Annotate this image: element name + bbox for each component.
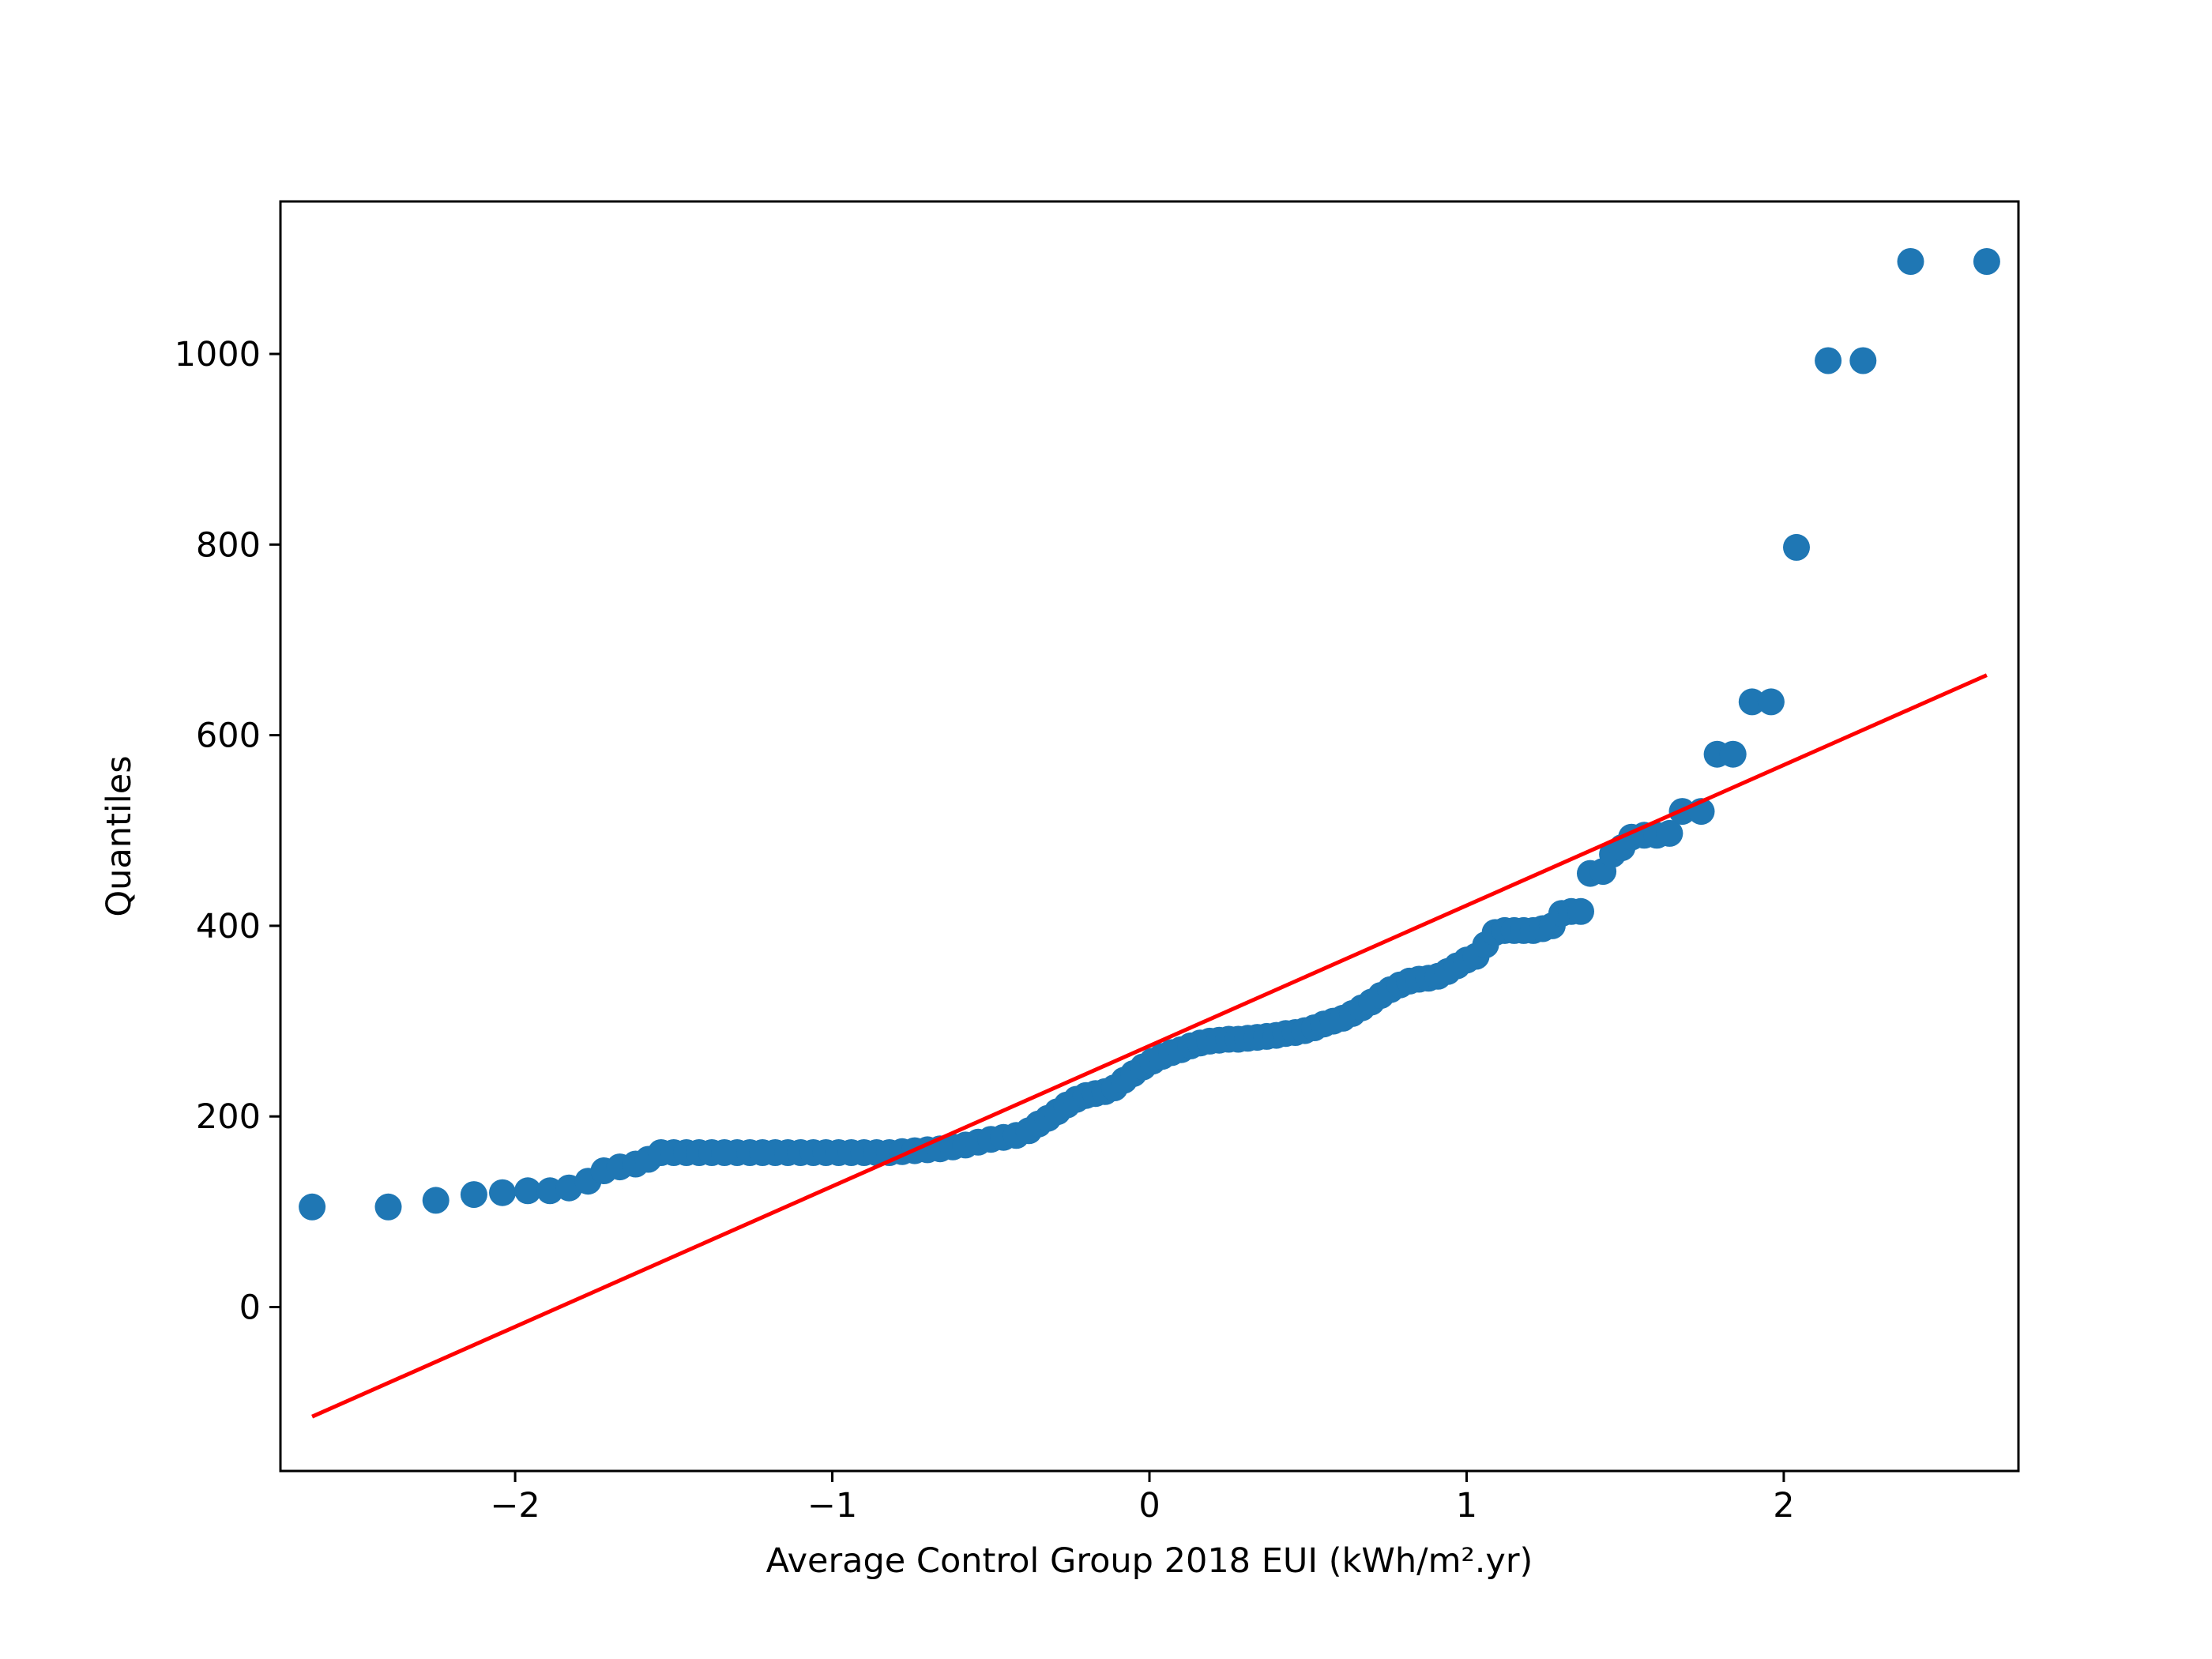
quantile-point [1973, 248, 2000, 275]
quantile-point [1738, 688, 1766, 716]
quantile-point [1656, 819, 1683, 847]
reference-line [311, 673, 1988, 1419]
y-tick-label: 1000 [175, 335, 261, 374]
x-tick-label: 0 [1138, 1486, 1160, 1525]
quantile-point [1567, 897, 1594, 925]
quantile-point [1815, 347, 1842, 374]
x-axis-label: Average Control Group 2018 EUI (kWh/m².y… [766, 1541, 1533, 1581]
quantile-point [489, 1179, 516, 1206]
x-tick-label: −1 [807, 1486, 857, 1525]
quantile-point [374, 1193, 402, 1221]
y-tick-label: 200 [196, 1097, 261, 1137]
quantile-point [1783, 533, 1810, 561]
quantile-point [460, 1181, 487, 1209]
x-tick-label: 1 [1456, 1486, 1477, 1525]
plot-content [299, 248, 2000, 1419]
quantile-point [422, 1187, 450, 1214]
y-tick-label: 800 [196, 525, 261, 565]
quantile-point [1719, 740, 1747, 768]
quantile-point [514, 1177, 542, 1205]
y-tick-label: 400 [196, 907, 261, 946]
quantile-point [1757, 688, 1785, 716]
x-tick-label: −2 [490, 1486, 540, 1525]
y-axis-ticks: 0 200 400 600 800 1000 [175, 335, 280, 1327]
axes-frame [279, 200, 2020, 1473]
quantile-point [1897, 248, 1924, 275]
y-tick-label: 0 [239, 1288, 261, 1327]
y-tick-label: 600 [196, 717, 261, 756]
quantile-point [1849, 347, 1877, 374]
y-axis-label: Quantiles [100, 755, 139, 916]
quantile-point [299, 1193, 326, 1221]
x-axis-ticks: −2 −1 0 1 2 [490, 1471, 1795, 1525]
x-tick-label: 2 [1773, 1486, 1794, 1525]
